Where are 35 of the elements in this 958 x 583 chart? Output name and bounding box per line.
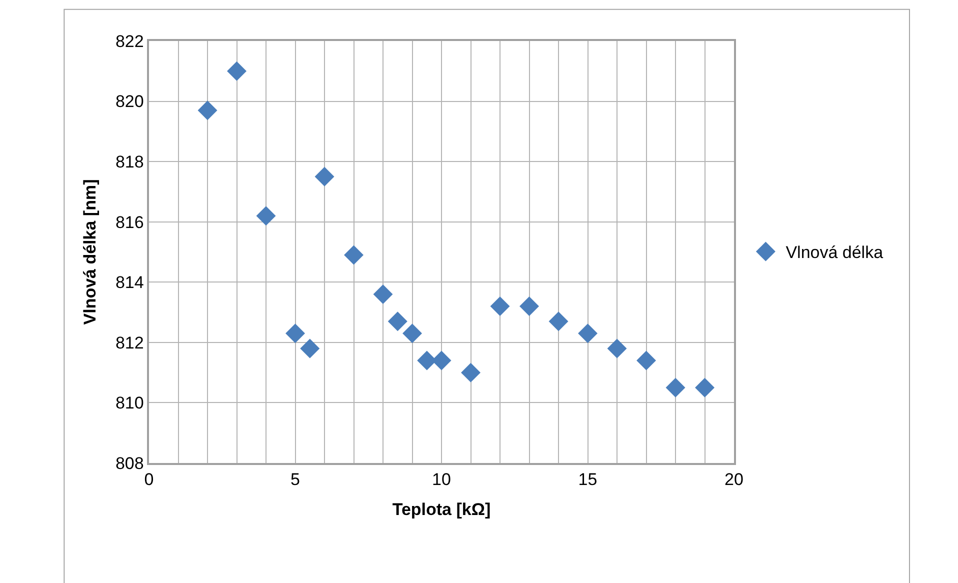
point xyxy=(388,312,408,332)
point xyxy=(344,245,364,265)
point xyxy=(578,324,598,344)
y-tick-label: 816 xyxy=(115,212,144,232)
point xyxy=(198,100,218,120)
point xyxy=(300,338,320,358)
y-tick-label: 814 xyxy=(115,273,144,292)
x-axis-title: Teplota [kΩ] xyxy=(392,500,491,520)
x-tick-label: 0 xyxy=(144,470,154,490)
legend-label: Vlnová délka xyxy=(786,243,884,262)
y-tick-label: 820 xyxy=(115,92,144,112)
y-tick-label: 822 xyxy=(115,32,144,51)
x-tick-label: 15 xyxy=(578,470,598,490)
x-tick-label: 5 xyxy=(290,470,300,490)
x-tick-label: 20 xyxy=(724,470,744,490)
point xyxy=(607,338,627,358)
y-axis-title: Vlnová délka [nm] xyxy=(80,179,100,325)
point xyxy=(636,350,656,370)
y-tick-label: 818 xyxy=(115,152,144,172)
y-tick-label: 812 xyxy=(115,333,144,352)
point xyxy=(314,166,334,186)
point xyxy=(666,378,686,398)
point xyxy=(286,324,305,344)
point xyxy=(461,362,480,382)
point xyxy=(227,61,246,81)
y-tick-label: 810 xyxy=(115,394,144,413)
point xyxy=(373,284,393,304)
x-tick-label: 10 xyxy=(432,470,451,490)
point xyxy=(695,378,714,398)
point xyxy=(548,312,568,332)
y-tick-label: 808 xyxy=(115,454,144,473)
point xyxy=(402,324,422,344)
point xyxy=(490,296,510,316)
point xyxy=(256,206,276,226)
point xyxy=(520,296,539,316)
